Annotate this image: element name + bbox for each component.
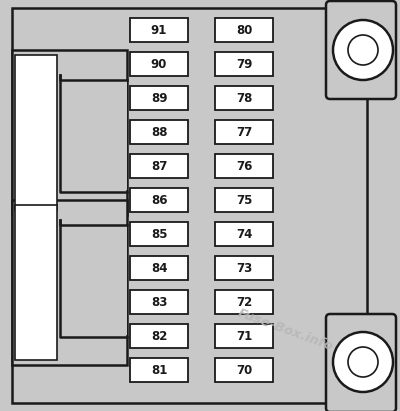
Text: 79: 79 (236, 58, 252, 71)
Bar (215, 120, 273, 144)
Text: 84: 84 (151, 261, 167, 275)
Bar (130, 358, 188, 382)
Text: 83: 83 (151, 296, 167, 309)
Text: 73: 73 (236, 261, 252, 275)
Text: 90: 90 (151, 58, 167, 71)
Bar (15, 205, 57, 360)
Text: 80: 80 (236, 23, 252, 37)
Circle shape (348, 35, 378, 65)
Text: 89: 89 (151, 92, 167, 104)
Circle shape (333, 332, 393, 392)
Text: 86: 86 (151, 194, 167, 206)
Bar (130, 324, 188, 348)
Bar (130, 290, 188, 314)
Bar (12, 50, 127, 215)
Bar (130, 154, 188, 178)
Text: 77: 77 (236, 125, 252, 139)
Bar (215, 154, 273, 178)
Bar (130, 18, 188, 42)
Bar (130, 256, 188, 280)
Bar (215, 324, 273, 348)
Text: 78: 78 (236, 92, 252, 104)
Bar (215, 290, 273, 314)
Bar (130, 222, 188, 246)
FancyBboxPatch shape (326, 1, 396, 99)
Text: 85: 85 (151, 228, 167, 240)
Circle shape (348, 347, 378, 377)
Text: Fuse-Box.info: Fuse-Box.info (235, 307, 335, 353)
Bar (12, 200, 127, 365)
Bar (15, 55, 57, 210)
Text: 71: 71 (236, 330, 252, 342)
Bar (130, 86, 188, 110)
Bar (215, 188, 273, 212)
Text: 72: 72 (236, 296, 252, 309)
FancyBboxPatch shape (326, 314, 396, 411)
Bar (130, 120, 188, 144)
Text: 82: 82 (151, 330, 167, 342)
Bar (60, 225, 127, 335)
Bar (60, 80, 127, 190)
Bar (130, 52, 188, 76)
Bar (215, 256, 273, 280)
Text: 88: 88 (151, 125, 167, 139)
Text: 74: 74 (236, 228, 252, 240)
Bar (215, 86, 273, 110)
Text: 75: 75 (236, 194, 252, 206)
Text: 70: 70 (236, 363, 252, 376)
Text: 81: 81 (151, 363, 167, 376)
Text: 91: 91 (151, 23, 167, 37)
Bar (215, 222, 273, 246)
Bar (130, 188, 188, 212)
Bar (12, 8, 367, 403)
Circle shape (333, 20, 393, 80)
Text: 76: 76 (236, 159, 252, 173)
Text: 87: 87 (151, 159, 167, 173)
Bar (215, 18, 273, 42)
Bar (215, 358, 273, 382)
Bar (215, 52, 273, 76)
